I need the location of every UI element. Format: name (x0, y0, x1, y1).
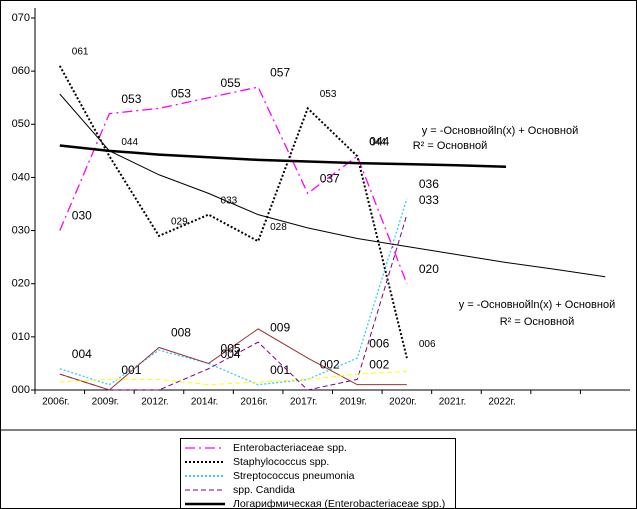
data-label: 009 (270, 320, 290, 334)
data-label: 001 (270, 363, 290, 377)
x-tick-label: 2016г. (240, 397, 267, 408)
legend-label: Staphylococcus spp. (233, 456, 329, 468)
annotation: R² = Основной (500, 316, 575, 328)
data-label: 029 (171, 217, 188, 228)
legend-label: Enterobacteriaceae spp. (233, 442, 347, 454)
data-label: 030 (72, 209, 92, 223)
data-label: 061 (72, 46, 89, 57)
series-line (59, 370, 407, 386)
data-label: 020 (419, 262, 439, 276)
data-label: 006 (419, 339, 436, 350)
data-label: 028 (270, 222, 287, 233)
x-tick-label: 2012г. (141, 397, 168, 408)
data-label: 004 (72, 347, 92, 361)
y-tick-label: 030 (12, 224, 30, 236)
data-label: 004 (221, 347, 241, 361)
data-label: 055 (221, 76, 241, 90)
annotation: y = -Основнойln(x) + Основной (459, 299, 615, 311)
legend-label: Логарифмическая (Enterobacteriaceae spp.… (233, 498, 445, 509)
data-label: 002 (320, 358, 340, 372)
annotation: y = -Основнойln(x) + Основной (422, 125, 578, 137)
x-tick-label: 2021г. (439, 397, 466, 408)
y-tick-label: 070 (12, 12, 30, 24)
legend-label: spp. Candida (233, 484, 295, 496)
data-label: 053 (121, 92, 141, 106)
series-line (59, 214, 408, 391)
series-line (59, 144, 507, 169)
x-tick-label: 2017г. (290, 397, 317, 408)
y-tick-label: 040 (12, 171, 30, 183)
data-label: 036 (419, 177, 439, 191)
series-line (59, 328, 407, 391)
series-line (59, 198, 408, 386)
data-label: 044 (121, 137, 138, 148)
annotation: R² = Основной (413, 140, 488, 152)
data-label: 037 (320, 172, 340, 186)
data-label: 053 (320, 89, 337, 100)
y-tick-label: 010 (12, 331, 30, 343)
x-tick-label: 2009г. (92, 397, 119, 408)
y-tick-label: 060 (12, 65, 30, 77)
series-line (59, 93, 606, 278)
data-label: 044 (369, 137, 386, 148)
data-label: 002 (369, 358, 389, 372)
y-tick-label: 020 (12, 278, 30, 290)
x-tick-label: 2022г. (488, 397, 515, 408)
data-label: 053 (171, 87, 191, 101)
data-label: 033 (419, 193, 439, 207)
y-tick-label: 000 (12, 384, 30, 396)
data-label: 044 (369, 134, 389, 148)
x-tick-label: 2006г. (42, 397, 69, 408)
data-label: 057 (270, 65, 290, 79)
y-tick-label: 050 (12, 118, 30, 130)
data-label: 005 (221, 342, 241, 356)
x-tick-label: 2019г. (340, 397, 367, 408)
x-tick-label: 2014г. (191, 397, 218, 408)
x-tick-label: 2020г. (389, 397, 416, 408)
data-label: 033 (221, 195, 238, 206)
legend-label: Streptococcus pneumonia (233, 470, 355, 482)
data-label: 008 (171, 326, 191, 340)
data-label: 006 (369, 336, 389, 350)
